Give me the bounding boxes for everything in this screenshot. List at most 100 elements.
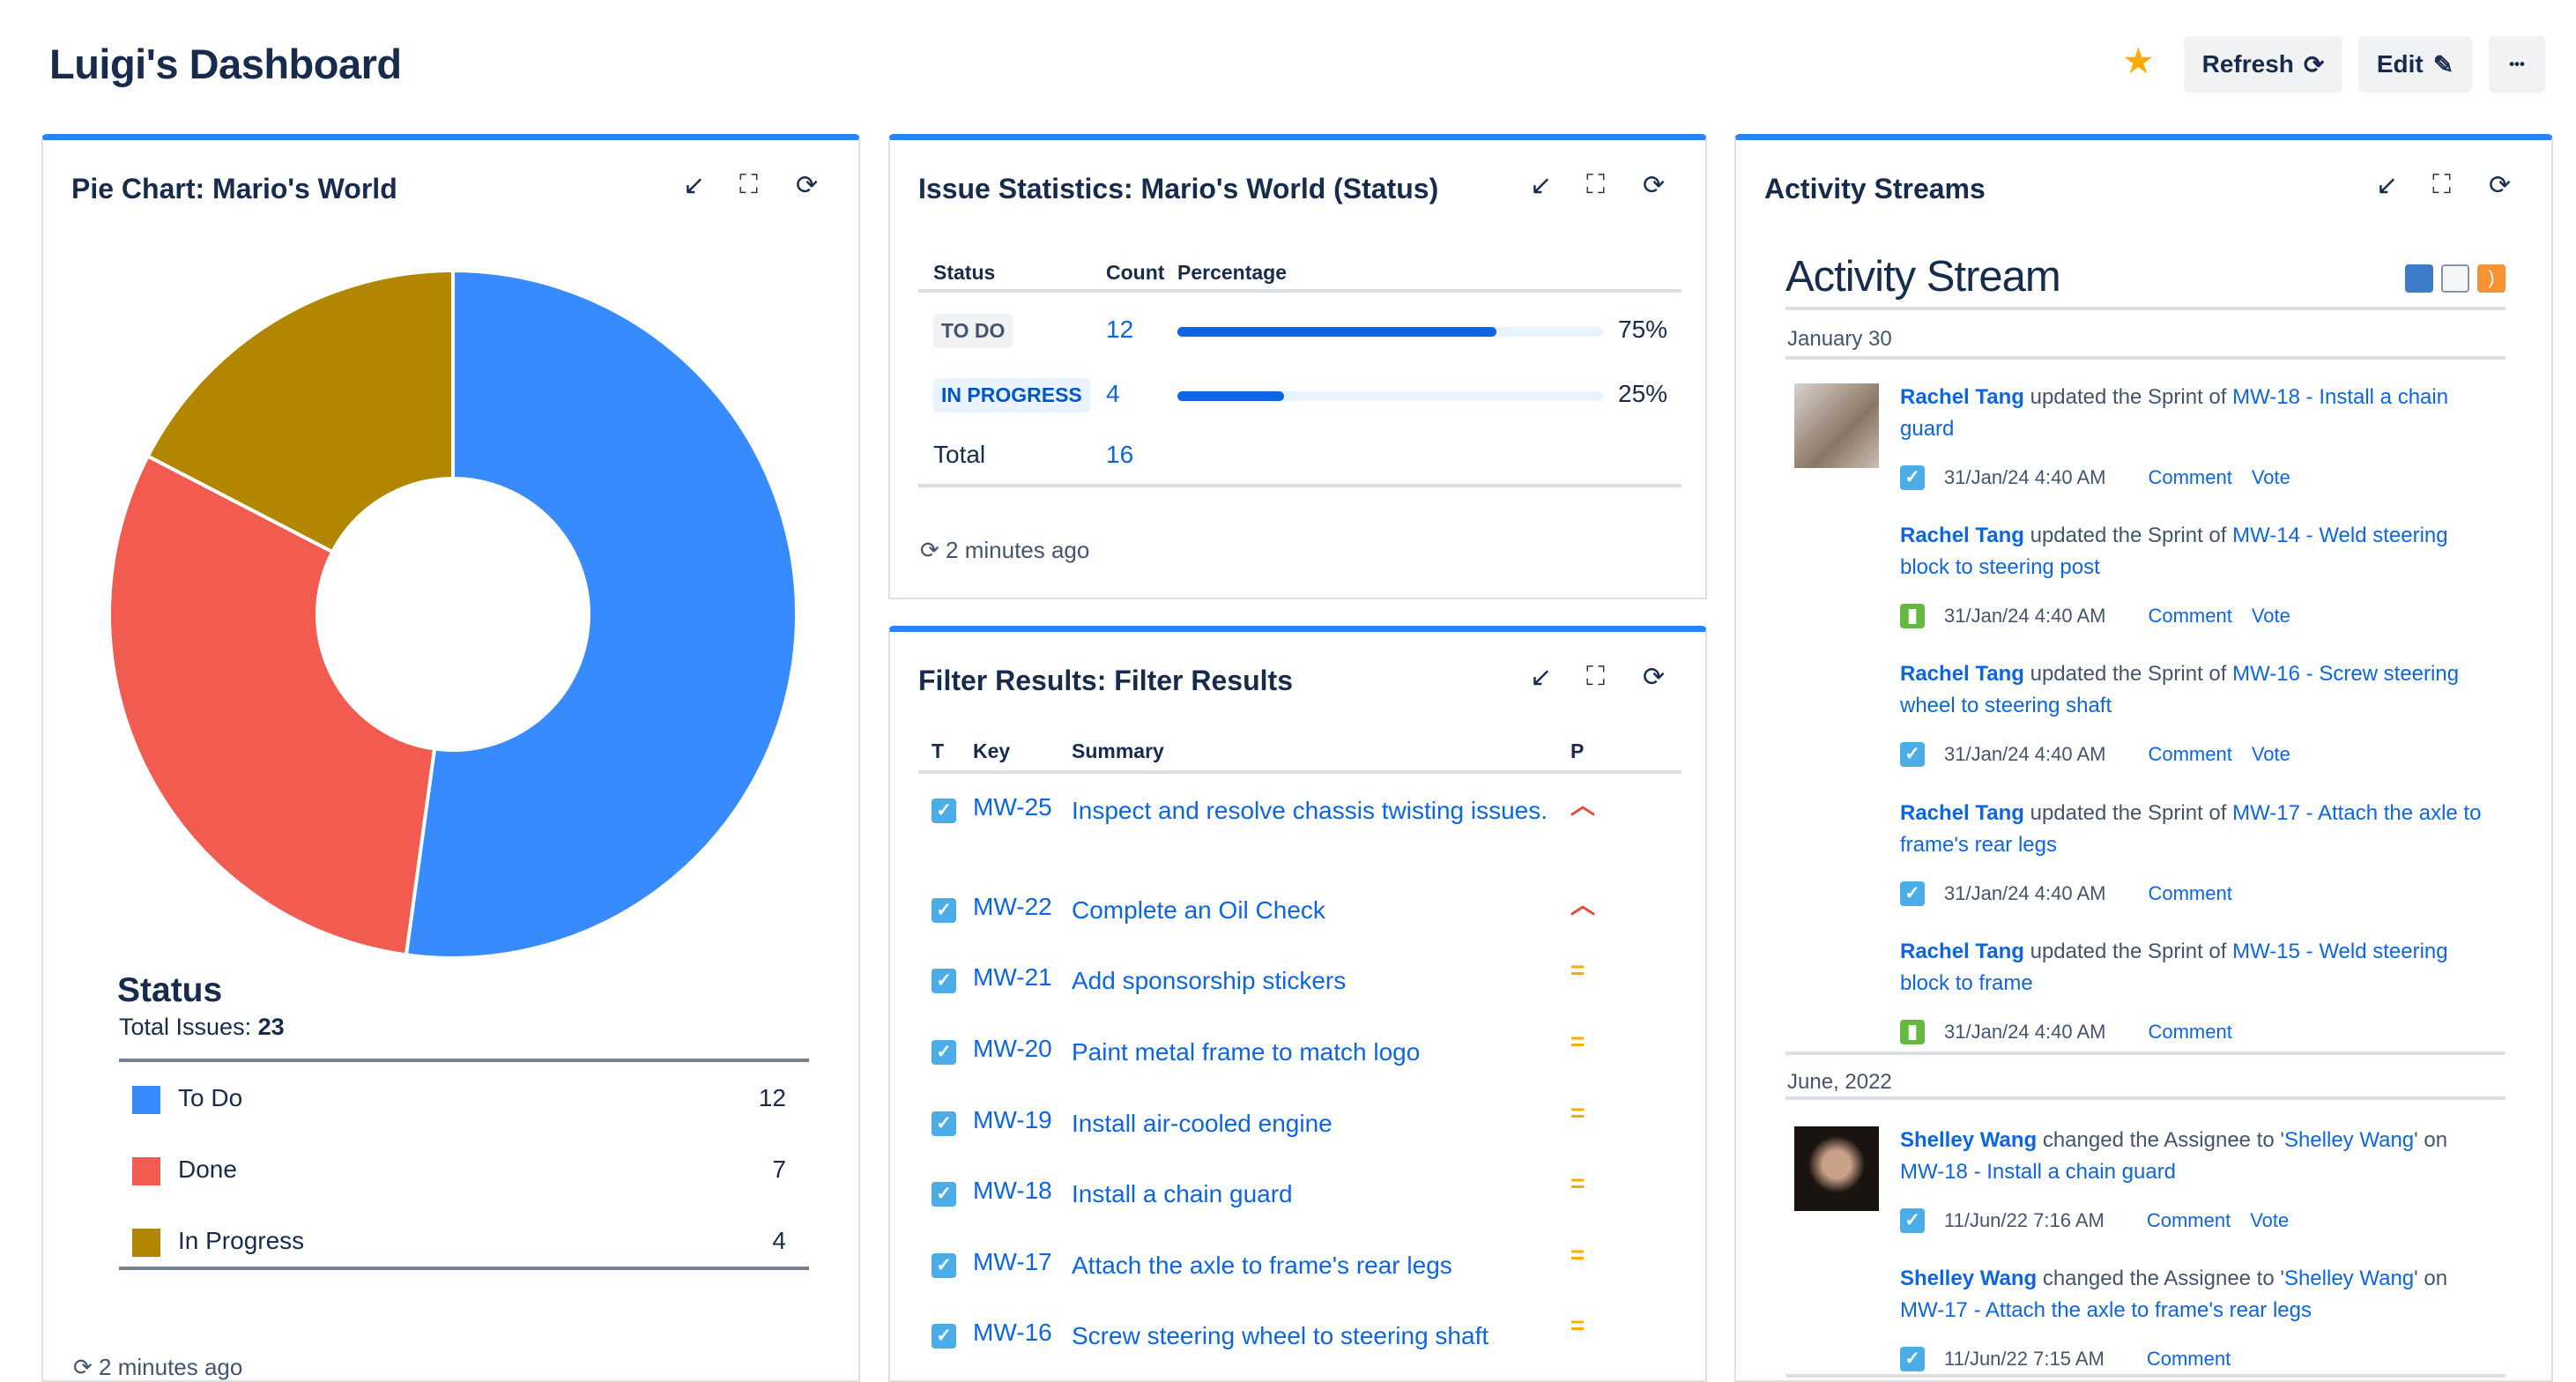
issue-summary-link[interactable]: Attach the axle to frame's rear legs [1072, 1252, 1452, 1279]
footer-text: 2 minutes ago [99, 1354, 243, 1380]
more-actions-button[interactable]: ••• [2489, 36, 2545, 93]
rss-feed-icon[interactable]: ) [2477, 264, 2505, 293]
issue-summary-link[interactable]: Inspect and resolve chassis twisting iss… [1072, 797, 1548, 824]
table-row[interactable]: ✓ MW-20 Paint metal frame to match logo = [932, 1028, 1679, 1069]
issue-link[interactable]: MW-14 - Weld steering block to steering … [1900, 524, 2448, 579]
full-view-icon[interactable] [2405, 264, 2433, 293]
list-view-icon[interactable] [2441, 264, 2469, 293]
priority-medium-icon: = [1570, 1241, 1585, 1268]
user-link[interactable]: Rachel Tang [1900, 662, 2024, 686]
issue-key-link[interactable]: MW-22 [973, 893, 1052, 920]
issue-summary-link[interactable]: Paint metal frame to match logo [1072, 1038, 1421, 1066]
legend-item[interactable]: In Progress 4 [119, 1207, 809, 1279]
comment-link[interactable]: Comment [2146, 1348, 2231, 1370]
refresh-icon[interactable]: ⟳ [2489, 171, 2512, 200]
refresh-icon[interactable]: ⟳ [73, 1354, 93, 1380]
issue-count[interactable]: 12 [1106, 316, 1134, 343]
minimize-icon[interactable]: ↙ [2376, 171, 2399, 200]
legend-item[interactable]: To Do 12 [119, 1065, 809, 1136]
issue-key-link[interactable]: MW-16 [973, 1319, 1052, 1346]
avatar[interactable] [1794, 1126, 1879, 1211]
header-summary[interactable]: Summary [1072, 739, 1164, 762]
minimize-icon[interactable]: ↙ [1530, 171, 1553, 200]
user-link[interactable]: Shelley Wang [1900, 1267, 2038, 1290]
refresh-button[interactable]: Refresh ⟳ [2184, 36, 2342, 93]
pie-slice-done[interactable] [108, 453, 437, 957]
activity-text-fragment: updated the Sprint of [2023, 385, 2233, 409]
table-row[interactable]: ✓ MW-18 Install a chain guard = [932, 1170, 1679, 1211]
star-icon[interactable]: ★ [2122, 41, 2155, 81]
issue-count[interactable]: 4 [1106, 380, 1120, 407]
user-link[interactable]: Rachel Tang [1900, 524, 2024, 547]
table-row[interactable]: ✓ MW-16 Screw steering wheel to steering s… [932, 1311, 1679, 1353]
issue-link[interactable]: MW-17 - Attach the axle to frame's rear … [1900, 1298, 2312, 1322]
vote-link[interactable]: Vote [2250, 1209, 2290, 1231]
maximize-icon[interactable]: ⛶ [739, 170, 758, 199]
header-type[interactable]: T [932, 739, 945, 762]
panel-actions: ↙ ⛶ ⟳ [683, 170, 826, 200]
activity-text: Rachel Tang updated the Sprint of MW-17 … [1900, 798, 2495, 861]
vote-link[interactable]: Vote [2251, 466, 2290, 488]
issue-key-link[interactable]: MW-19 [973, 1106, 1052, 1133]
legend-label: To Do [178, 1084, 243, 1111]
issue-key-link[interactable]: MW-17 [973, 1248, 1052, 1275]
comment-link[interactable]: Comment [2148, 605, 2232, 627]
task-type-icon: ✓ [932, 969, 956, 993]
total-count[interactable]: 16 [1106, 441, 1134, 468]
issue-summary-link[interactable]: Add sponsorship stickers [1072, 967, 1347, 994]
issue-key-link[interactable]: MW-20 [973, 1035, 1052, 1062]
issue-summary-link[interactable]: Screw steering wheel to steering shaft [1072, 1322, 1489, 1349]
comment-link[interactable]: Comment [2148, 466, 2232, 488]
table-row[interactable]: ✓ MW-25 Inspect and resolve chassis twisti… [932, 791, 1679, 828]
user-link[interactable]: Shelley Wang [1900, 1128, 2038, 1152]
comment-link[interactable]: Comment [2148, 743, 2232, 765]
maximize-icon[interactable]: ⛶ [1586, 662, 1605, 691]
issue-key-link[interactable]: MW-25 [973, 793, 1052, 821]
comment-link[interactable]: Comment [2146, 1209, 2231, 1231]
issue-summary-link[interactable]: Install air-cooled engine [1072, 1110, 1333, 1137]
header-key[interactable]: Key [973, 739, 1011, 762]
pie-slice-in-progress[interactable] [145, 268, 455, 554]
comment-link[interactable]: Comment [2148, 882, 2232, 904]
minimize-icon[interactable]: ↙ [683, 171, 706, 200]
issue-link[interactable]: MW-15 - Weld steering block to frame [1900, 940, 2448, 995]
refresh-icon[interactable]: ⟳ [920, 537, 939, 563]
maximize-icon[interactable]: ⛶ [2432, 170, 2451, 199]
timestamp: 31/Jan/24 4:40 AM [1944, 605, 2106, 627]
refresh-icon[interactable]: ⟳ [1643, 663, 1666, 692]
activity-heading: Activity Stream [1785, 253, 2061, 301]
issue-link[interactable]: MW-16 - Screw steering wheel to steering… [1900, 662, 2460, 717]
minimize-icon[interactable]: ↙ [1530, 663, 1553, 692]
comment-link[interactable]: Comment [2148, 1021, 2232, 1043]
issue-key-link[interactable]: MW-18 [973, 1177, 1052, 1204]
edit-button[interactable]: Edit ✎ [2358, 36, 2472, 93]
legend-item[interactable]: Done 7 [119, 1136, 809, 1207]
vote-link[interactable]: Vote [2251, 605, 2290, 627]
activity-entry: Rachel Tang updated the Sprint of MW-15 … [1900, 936, 2495, 1048]
issue-link[interactable]: MW-18 - Install a chain guard [1900, 385, 2449, 441]
issue-link[interactable]: Shelley Wang [2283, 1128, 2415, 1152]
table-row[interactable]: ✓ MW-19 Install air-cooled engine = [932, 1099, 1679, 1141]
refresh-icon[interactable]: ⟳ [796, 171, 819, 200]
issue-link[interactable]: MW-18 - Install a chain guard [1900, 1160, 2177, 1184]
issue-link[interactable]: MW-17 - Attach the axle to frame's rear … [1900, 801, 2482, 857]
vote-link[interactable]: Vote [2251, 743, 2290, 765]
user-link[interactable]: Rachel Tang [1900, 940, 2024, 963]
total-issues: Total Issues: 23 [119, 1014, 285, 1041]
issue-summary-link[interactable]: Install a chain guard [1072, 1180, 1293, 1207]
issue-summary-link[interactable]: Complete an Oil Check [1072, 896, 1325, 924]
table-row[interactable]: ✓ MW-22 Complete an Oil Check ︿ [932, 891, 1679, 927]
user-link[interactable]: Rachel Tang [1900, 385, 2024, 409]
header-priority[interactable]: P [1570, 739, 1585, 762]
avatar[interactable] [1794, 383, 1879, 468]
issue-link[interactable]: Shelley Wang [2283, 1267, 2415, 1290]
activity-text-fragment: changed the Assignee to ' [2037, 1128, 2284, 1152]
divider [1785, 1051, 2505, 1055]
refresh-icon[interactable]: ⟳ [1643, 171, 1666, 200]
user-link[interactable]: Rachel Tang [1900, 801, 2024, 825]
issue-key-link[interactable]: MW-21 [973, 963, 1052, 991]
table-row[interactable]: ✓ MW-17 Attach the axle to frame's rear le… [932, 1241, 1679, 1282]
maximize-icon[interactable]: ⛶ [1586, 170, 1605, 199]
pie-slice-to-do[interactable] [404, 268, 798, 960]
table-row[interactable]: ✓ MW-21 Add sponsorship stickers = [932, 956, 1679, 998]
